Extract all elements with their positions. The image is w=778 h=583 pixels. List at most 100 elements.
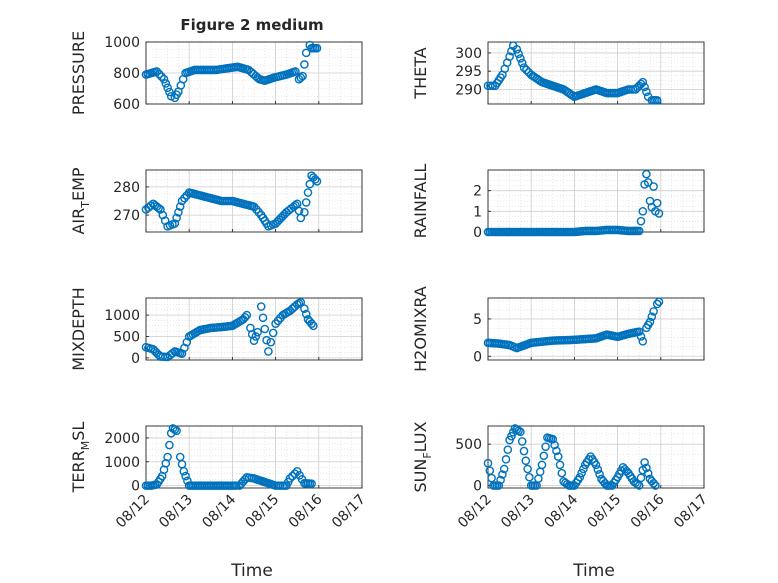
axes-box xyxy=(487,41,705,105)
y-tick-label: 1000 xyxy=(104,455,140,471)
data-point xyxy=(517,437,527,446)
y-axis-label: H2OMIXRA xyxy=(411,286,430,372)
data-point xyxy=(633,479,642,489)
axes-box xyxy=(145,169,363,233)
subplot-2: 290 295 300 THETA xyxy=(411,41,705,105)
data-point xyxy=(514,49,523,59)
data-point xyxy=(519,63,529,72)
y-axis-label: RAINFALL xyxy=(411,164,430,239)
data-point xyxy=(557,468,567,478)
y-axis-label: TERRMSL xyxy=(69,422,92,494)
data-point xyxy=(309,321,318,331)
subplot-1: 600 800 1000 PRESSURE xyxy=(69,31,363,115)
data-point xyxy=(298,71,307,81)
y-tick-label: 2000 xyxy=(104,431,140,447)
data-point xyxy=(268,328,278,338)
data-point xyxy=(512,44,522,54)
data-point xyxy=(276,481,285,490)
data-point xyxy=(174,207,183,217)
data-point xyxy=(170,219,180,228)
subplot-3: 270 280 AIRTEMP xyxy=(69,167,363,235)
data-point xyxy=(516,427,525,437)
data-point xyxy=(652,299,662,309)
x-tick-label: 08/13 xyxy=(156,492,196,532)
data-point xyxy=(575,472,585,482)
data-point xyxy=(154,69,164,79)
data-point xyxy=(301,309,311,319)
data-point xyxy=(161,79,171,88)
data-point xyxy=(300,304,309,313)
data-point xyxy=(163,452,172,462)
data-point xyxy=(638,207,648,216)
data-series xyxy=(141,40,322,103)
axes-box xyxy=(145,297,363,361)
x-tick-label: 08/15 xyxy=(585,492,625,532)
data-point xyxy=(303,188,313,197)
x-tick-label: 08/16 xyxy=(628,491,668,531)
data-point xyxy=(179,467,189,476)
data-point xyxy=(499,464,509,474)
data-point xyxy=(642,169,651,179)
data-point xyxy=(521,456,531,466)
data-point xyxy=(159,74,169,84)
y-tick-label: 280 xyxy=(113,180,140,196)
data-series xyxy=(141,297,318,362)
data-point xyxy=(507,46,516,56)
data-point xyxy=(591,460,601,470)
data-point xyxy=(253,327,262,337)
data-point xyxy=(553,452,563,461)
y-tick-label: 295 xyxy=(455,64,482,80)
y-axis-label: MIXDEPTH xyxy=(69,287,88,370)
x-axis-label-right: Time xyxy=(572,561,615,581)
data-point xyxy=(643,469,653,478)
data-point xyxy=(300,60,309,69)
data-point xyxy=(296,73,306,82)
x-axis-label-left: Time xyxy=(230,561,273,581)
data-point xyxy=(523,464,532,474)
data-point xyxy=(256,302,266,311)
data-point xyxy=(595,469,604,479)
data-point xyxy=(285,306,295,316)
y-tick-label: 270 xyxy=(113,208,140,224)
data-point xyxy=(640,82,649,92)
data-point xyxy=(634,327,644,336)
data-series xyxy=(483,41,662,105)
axes-box xyxy=(487,297,705,361)
data-point xyxy=(312,43,322,53)
data-series xyxy=(483,169,664,237)
y-tick-label: 0 xyxy=(473,225,482,241)
y-tick-label: 0 xyxy=(473,349,482,365)
data-point xyxy=(555,460,565,470)
data-point xyxy=(645,317,655,327)
data-point xyxy=(300,207,309,217)
data-point xyxy=(496,475,505,485)
x-tick-label: 08/14 xyxy=(199,491,239,531)
data-point xyxy=(628,85,638,94)
data-point xyxy=(312,176,322,186)
data-point xyxy=(285,474,295,483)
data-series xyxy=(483,297,664,353)
y-tick-label: 500 xyxy=(455,437,482,453)
x-tick-label: 08/15 xyxy=(243,492,283,532)
data-point xyxy=(539,451,549,461)
data-point xyxy=(654,209,664,218)
data-point xyxy=(301,48,311,58)
data-point xyxy=(652,198,662,208)
y-tick-label: 1000 xyxy=(104,308,140,324)
axes-box xyxy=(145,425,363,489)
data-point xyxy=(240,312,250,322)
data-point xyxy=(291,67,300,76)
data-point xyxy=(654,297,664,307)
data-point xyxy=(579,464,588,474)
subplot-8: 0 500 08/12 08/13 08/14 08/15 08/16 08/17 SUNFLU… xyxy=(411,421,711,531)
y-tick-label: 1 xyxy=(473,204,482,220)
data-point xyxy=(146,201,156,210)
data-point xyxy=(157,72,166,81)
data-point xyxy=(634,481,644,490)
data-point xyxy=(548,434,558,444)
data-point xyxy=(517,58,527,68)
data-point xyxy=(640,458,649,467)
data-point xyxy=(643,178,653,187)
data-point xyxy=(260,324,270,334)
